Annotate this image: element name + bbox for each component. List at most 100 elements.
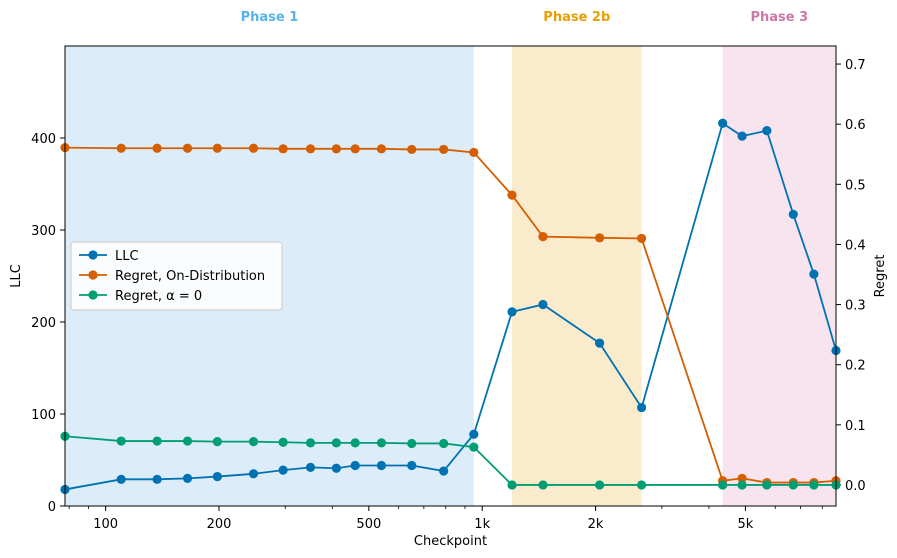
y-right-tick-label: 0.1 — [845, 419, 866, 434]
x-tick-label: 2k — [588, 517, 604, 532]
data-point — [636, 233, 647, 244]
data-point — [507, 307, 517, 317]
data-point — [809, 269, 819, 279]
x-tick-label: 100 — [93, 517, 118, 532]
y-right-tick-label: 0.4 — [845, 238, 866, 253]
data-point — [376, 438, 387, 448]
data-point — [376, 460, 387, 471]
data-point — [407, 460, 417, 471]
data-point — [762, 480, 772, 490]
phase-band — [512, 46, 642, 506]
data-point — [718, 118, 728, 128]
data-point — [331, 463, 341, 473]
data-point — [350, 144, 360, 154]
data-point — [278, 144, 288, 154]
axis-labels: Checkpoint LLC Regret — [9, 255, 888, 549]
legend-label: Regret, α = 0 — [115, 289, 202, 304]
data-point — [788, 209, 798, 219]
data-point — [737, 473, 747, 483]
data-point — [636, 402, 647, 413]
y-axis-right-label: Regret — [873, 255, 888, 298]
phase-label: Phase 3 — [750, 10, 808, 25]
data-point — [376, 144, 387, 154]
axis-ticks: 100 200 500 1k 2k 5k 0 100 200 300 400 0.0 0.1 0.2 0.3… — [31, 58, 866, 532]
data-point — [469, 147, 479, 158]
y-left-tick-label: 300 — [31, 224, 56, 239]
phase-labels: Phase 1 Phase 2b Phase 3 — [241, 10, 809, 25]
data-point — [278, 437, 288, 447]
data-point — [538, 480, 548, 490]
data-point — [152, 436, 162, 446]
data-point — [305, 462, 316, 472]
y-left-tick-label: 200 — [31, 316, 56, 331]
legend-label: Regret, On-Distribution — [115, 269, 265, 284]
legend-label: LLC — [115, 249, 139, 264]
data-point — [595, 338, 605, 348]
y-right-tick-label: 0.6 — [845, 118, 866, 133]
data-point — [595, 480, 605, 490]
data-point — [469, 429, 479, 439]
data-point — [116, 436, 126, 446]
plot-frame — [64, 45, 837, 507]
legend: LLC Regret, On-Distribution Regret, α = 0 — [70, 241, 283, 311]
data-point — [182, 436, 193, 446]
x-tick-label: 200 — [207, 517, 232, 532]
series-layer — [60, 118, 841, 495]
legend-marker — [88, 270, 98, 280]
data-point — [439, 144, 449, 155]
y-right-tick-label: 0.2 — [845, 359, 866, 374]
y-right-tick-label: 0.0 — [845, 479, 866, 494]
phase-band — [722, 46, 836, 506]
y-right-tick-label: 0.5 — [845, 178, 866, 193]
data-point — [636, 480, 647, 490]
data-point — [152, 474, 162, 484]
y-right-tick-label: 0.7 — [845, 58, 866, 73]
data-point — [439, 438, 449, 449]
data-point — [152, 143, 162, 153]
data-point — [212, 437, 222, 447]
data-point — [538, 299, 548, 310]
y-left-tick-label: 100 — [31, 408, 56, 423]
data-point — [469, 442, 479, 452]
series — [60, 118, 841, 495]
data-point — [331, 438, 341, 448]
data-point — [718, 480, 728, 490]
y-left-tick-label: 0 — [48, 500, 56, 515]
data-point — [407, 438, 417, 449]
data-point — [182, 143, 193, 153]
x-tick-label: 5k — [738, 517, 754, 532]
x-tick-label: 500 — [356, 517, 381, 532]
legend-marker — [88, 250, 98, 260]
data-point — [248, 437, 259, 447]
x-tick-label: 1k — [474, 517, 490, 532]
data-point — [762, 126, 772, 136]
data-point — [116, 143, 126, 153]
data-point — [507, 190, 517, 200]
data-point — [439, 466, 449, 476]
y-left-tick-label: 400 — [31, 132, 56, 147]
data-point — [331, 144, 341, 154]
y-right-tick-label: 0.3 — [845, 299, 866, 314]
data-point — [595, 233, 605, 243]
data-point — [788, 480, 798, 490]
data-point — [809, 480, 819, 490]
phase-label: Phase 1 — [241, 10, 299, 25]
data-point — [212, 471, 222, 482]
data-point — [507, 480, 517, 490]
data-point — [350, 438, 360, 448]
y-axis-left-label: LLC — [9, 264, 24, 288]
data-point — [278, 465, 288, 475]
data-point — [212, 143, 222, 153]
data-point — [737, 480, 747, 490]
x-axis-label: Checkpoint — [414, 534, 487, 549]
series — [60, 431, 841, 490]
data-point — [350, 460, 360, 471]
data-point — [407, 144, 417, 155]
data-point — [182, 473, 193, 483]
phase-label: Phase 2b — [543, 10, 610, 25]
legend-marker — [88, 290, 98, 300]
legend-box — [70, 241, 283, 311]
data-point — [737, 131, 747, 141]
data-point — [248, 143, 259, 153]
